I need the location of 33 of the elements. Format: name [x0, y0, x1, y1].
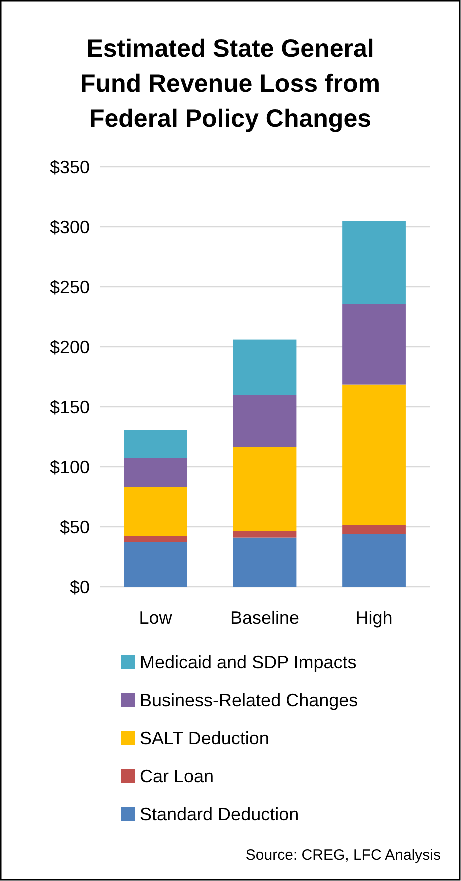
legend-label: Business-Related Changes: [140, 690, 358, 710]
source-note: Source: CREG, LFC Analysis: [246, 847, 441, 864]
x-tick-label: Low: [139, 608, 174, 628]
chart-title: Estimated State General Fund Revenue Loss from Federal Policy Changes: [80, 35, 381, 133]
legend-label: Medicaid and SDP Impacts: [140, 652, 357, 672]
y-tick-label: $0: [70, 577, 90, 598]
bar: [233, 340, 297, 395]
y-tick-label: $100: [50, 457, 90, 478]
x-tick-label: High: [356, 608, 393, 628]
bar: [342, 525, 406, 534]
legend-label: SALT Deduction: [140, 728, 270, 748]
y-tick-label: $300: [50, 217, 90, 238]
bar: [233, 538, 297, 587]
y-tick-label: $50: [60, 517, 90, 538]
y-tick-label: $200: [50, 337, 90, 358]
x-tick-label: Baseline: [230, 608, 300, 628]
bar: [124, 487, 188, 536]
y-tick-label: $350: [50, 157, 90, 178]
bar: [233, 395, 297, 448]
bar: [233, 531, 297, 538]
legend-label: Car Loan: [140, 766, 214, 786]
bar: [342, 304, 406, 385]
bar: [233, 447, 297, 532]
bar: [124, 536, 188, 542]
bar: [342, 384, 406, 526]
bar: [124, 430, 188, 458]
legend-label: Standard Deduction: [140, 804, 300, 824]
bar: [342, 534, 406, 587]
bar: [124, 542, 188, 587]
y-tick-label: $150: [50, 397, 90, 418]
bar: [342, 221, 406, 304]
bar: [124, 458, 188, 488]
y-tick-label: $250: [50, 277, 90, 298]
